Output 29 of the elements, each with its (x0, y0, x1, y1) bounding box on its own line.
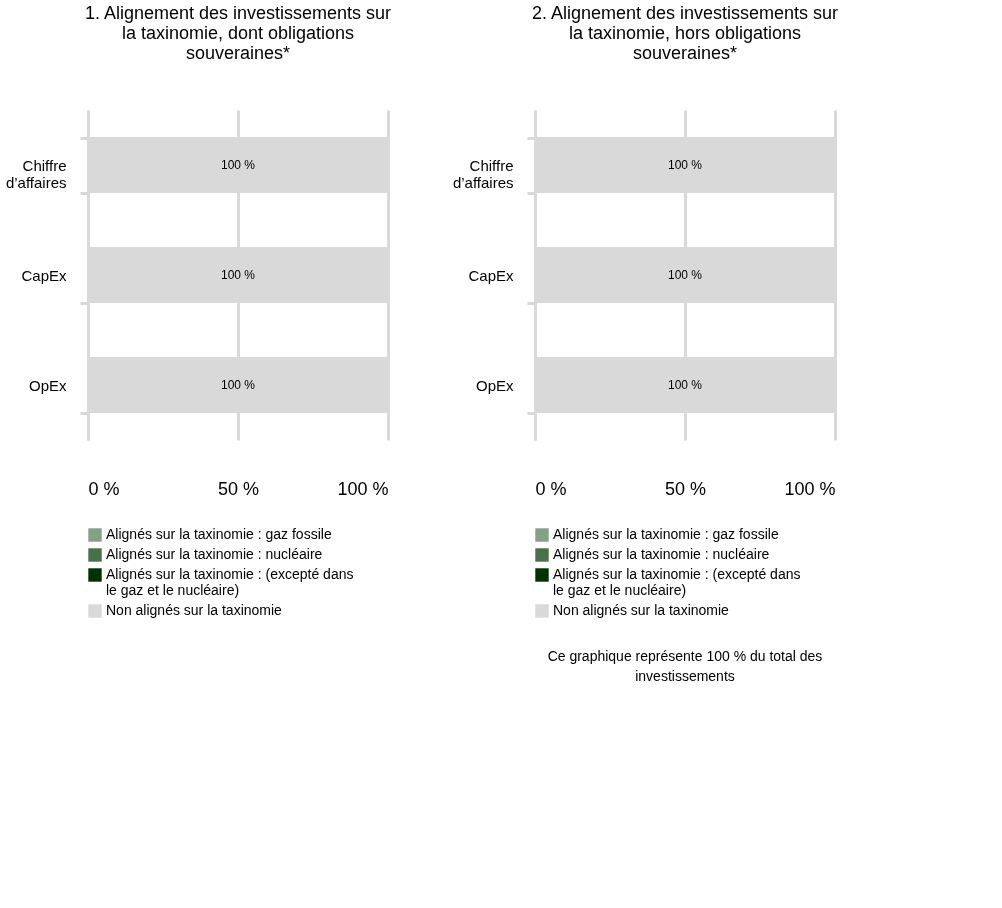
legend-label: Non alignés sur la taxinomie (106, 602, 283, 618)
text: Ce graphique représente 100 % du total des investissements (547, 648, 823, 684)
x-tick-label: 0 % (88, 478, 120, 499)
data-label: 100 % (220, 378, 256, 392)
legend-label: Alignés sur la taxinomie : gaz fossile (553, 526, 779, 542)
data-label: 100 % (667, 378, 703, 392)
data-label: 100 % (667, 158, 703, 172)
data-label: 100 % (667, 268, 703, 282)
x-tick-label: 100 % (784, 478, 836, 499)
chart-title: 2. Alignement des investissements sur la taxinomie, hors obligations souveraines* (531, 3, 839, 63)
y-tick-label: CapEx (21, 266, 67, 284)
x-tick-label: 50 % (217, 478, 260, 499)
legend-label: Alignés sur la taxinomie : nucléaire (553, 546, 770, 562)
x-tick-label: 0 % (535, 478, 567, 499)
data-label: 100 % (220, 268, 256, 282)
x-tick-label: 50 % (664, 478, 707, 499)
legend-label: Non alignés sur la taxinomie (553, 602, 730, 618)
legend-label: Alignés sur la taxinomie : nucléaire (106, 546, 323, 562)
y-tick-label: OpEx (28, 376, 67, 394)
y-tick-label: Chiffre d’affaires (5, 156, 67, 191)
chart-title: 1. Alignement des investissements sur la taxinomie, dont obligations souveraines* (84, 3, 392, 63)
legend-label: Alignés sur la taxinomie : (excepté dans le gaz et le nucléaire) (106, 566, 354, 598)
legend-label: Alignés sur la taxinomie : (excepté dans le gaz et le nucléaire) (553, 566, 801, 598)
y-tick-label: OpEx (475, 376, 514, 394)
x-tick-label: 100 % (337, 478, 389, 499)
legend-label: Alignés sur la taxinomie : gaz fossile (106, 526, 332, 542)
y-tick-label: CapEx (468, 266, 514, 284)
data-label: 100 % (220, 158, 256, 172)
y-tick-label: Chiffre d’affaires (452, 156, 514, 191)
